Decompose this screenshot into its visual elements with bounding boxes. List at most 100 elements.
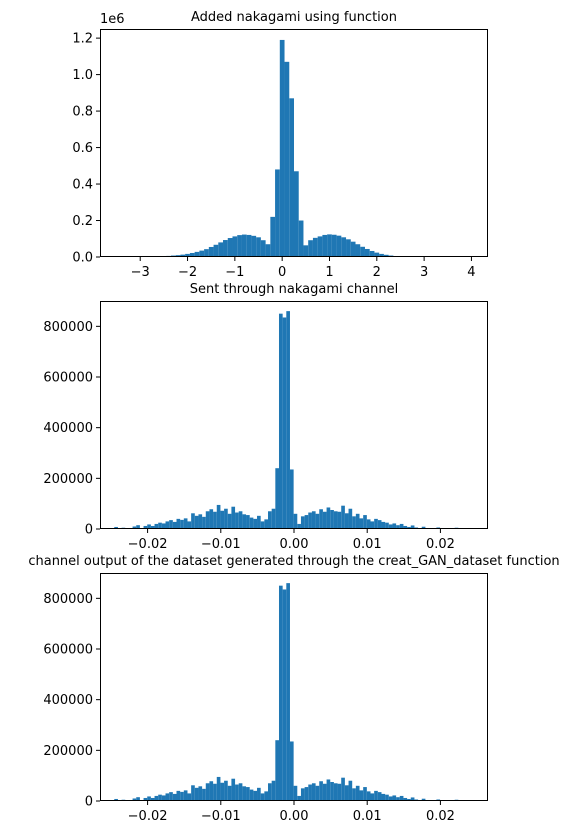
- panel-3-x-tick-label: 0.02: [426, 809, 455, 824]
- panel-2-bar: [143, 525, 148, 529]
- panel-1-y-tick-label: 1.2: [72, 32, 93, 47]
- panel-2-bar: [165, 521, 170, 529]
- panel-2-bar: [330, 510, 334, 529]
- panel-1-bar: [279, 39, 285, 257]
- panel-2-bar: [238, 511, 243, 529]
- panel-3-bar: [209, 781, 214, 801]
- panel-2-bar: [388, 524, 393, 529]
- panel-1-bar: [327, 234, 332, 257]
- panel-2-x-tick-label: 0.02: [426, 537, 455, 552]
- panel-1-bar: [303, 245, 309, 257]
- panel-3-bar: [333, 783, 338, 801]
- panel-2-bar: [260, 521, 265, 529]
- panel-2-bar: [194, 515, 199, 529]
- panel-1-bar: [350, 241, 356, 257]
- panel-1-y-offset-text: 1e6: [100, 12, 125, 27]
- panel-2-bar: [344, 513, 349, 529]
- panel-3-bar: [330, 782, 334, 801]
- panel-2-bar: [136, 525, 140, 529]
- panel-3-bar: [289, 741, 294, 801]
- panel-2-bar: [227, 513, 232, 529]
- panel-3-bar: [268, 783, 272, 801]
- panel-2-bar: [377, 520, 382, 529]
- panel-1-bar: [298, 220, 304, 257]
- panel-1-bar: [237, 235, 242, 257]
- panel-2-bar: [183, 518, 188, 529]
- panel-2-bar: [161, 523, 166, 529]
- panel-1-bar: [322, 234, 328, 257]
- panel-1-bar: [270, 216, 276, 257]
- panel-1-bar: [189, 252, 195, 257]
- panel-2-bar: [359, 518, 364, 529]
- histogram-panel-2: Sent through nakagami channel −0.02 −0.01…: [43, 282, 488, 552]
- panel-1-x-tick-label: 4: [467, 265, 475, 280]
- panel-2-bar: [385, 522, 389, 529]
- panel-2-bar: [114, 526, 118, 529]
- panel-1-bar: [331, 234, 337, 257]
- panel-1-bar: [364, 248, 370, 257]
- panel-1-bar: [241, 234, 247, 257]
- panel-3-x-ticks: −0.02 −0.01 0.00 0.01 0.02: [128, 801, 455, 824]
- panel-2-bar: [282, 317, 287, 529]
- panel-2-bar: [249, 517, 254, 529]
- panel-3-bar: [271, 780, 276, 801]
- panel-1-bar: [360, 246, 365, 257]
- panel-3-bar: [150, 797, 155, 801]
- panel-3-bar: [282, 589, 287, 801]
- panel-3-bar: [220, 782, 225, 801]
- panel-1-bar: [218, 242, 224, 257]
- panel-3-bar: [213, 783, 217, 801]
- panel-3-bar: [366, 791, 371, 801]
- panel-1-x-ticks: −3 −2 −1 0 1 2 3 4: [131, 257, 476, 280]
- panel-1-y-tick-label: 0.8: [72, 105, 93, 120]
- panel-2-y-tick-label: 200000: [43, 472, 93, 487]
- panel-3-bar: [172, 793, 177, 801]
- panel-3-bar: [297, 795, 301, 801]
- panel-3-bar: [158, 794, 162, 801]
- panel-1-y-tick-label: 0.2: [72, 214, 93, 229]
- panel-2-bar: [209, 509, 214, 529]
- panel-1-bar: [369, 250, 375, 257]
- panel-3-bar: [224, 780, 228, 801]
- panel-3-bar: [374, 790, 378, 801]
- panel-3-bar: [300, 788, 305, 801]
- panel-2-bar: [257, 515, 261, 529]
- panel-2-bar: [311, 511, 316, 529]
- panel-3-bar: [311, 783, 316, 801]
- panel-3-bar: [154, 795, 159, 801]
- panel-3-bar: [352, 788, 356, 801]
- panel-2-title: Sent through nakagami channel: [190, 282, 398, 297]
- panel-3-bar: [359, 790, 364, 801]
- panel-2-bar: [403, 525, 408, 529]
- panel-1-bar: [355, 244, 361, 257]
- panel-2-bar: [158, 522, 162, 529]
- panel-2-bar: [421, 526, 426, 529]
- panel-3-bar: [169, 792, 173, 801]
- panel-3-bar: [377, 792, 382, 801]
- panel-1-y-ticks: 0.0 0.2 0.4 0.6 0.8 1.0 1.2: [72, 32, 100, 266]
- panel-3-bar: [242, 786, 247, 801]
- panel-2-bar: [191, 513, 195, 529]
- panel-3-y-tick-label: 0: [85, 795, 93, 810]
- panel-2-x-tick-label: 0.00: [280, 537, 309, 552]
- panel-2-bar: [399, 523, 404, 529]
- panel-2-bar: [213, 511, 217, 529]
- panel-2-bar: [246, 515, 250, 529]
- panel-1-bar: [383, 254, 389, 257]
- panel-2-bar: [366, 519, 371, 529]
- panel-1-bar: [251, 235, 257, 257]
- panel-1-bar: [199, 250, 205, 257]
- panel-1-bar: [223, 240, 228, 257]
- panel-1-bar: [180, 254, 186, 257]
- panel-2-bar: [132, 526, 137, 529]
- panel-1-x-tick-label: −3: [131, 265, 150, 280]
- panel-2-bar: [205, 511, 210, 529]
- panel-2-bar: [253, 518, 258, 529]
- panel-2-bar: [410, 525, 415, 529]
- panel-3-bar: [337, 783, 342, 801]
- panel-3-bar: [344, 785, 349, 801]
- panel-3-bar: [407, 798, 411, 801]
- panel-3-bar: [176, 790, 181, 801]
- panel-3-bar: [143, 797, 148, 801]
- panel-3-bar: [238, 783, 243, 801]
